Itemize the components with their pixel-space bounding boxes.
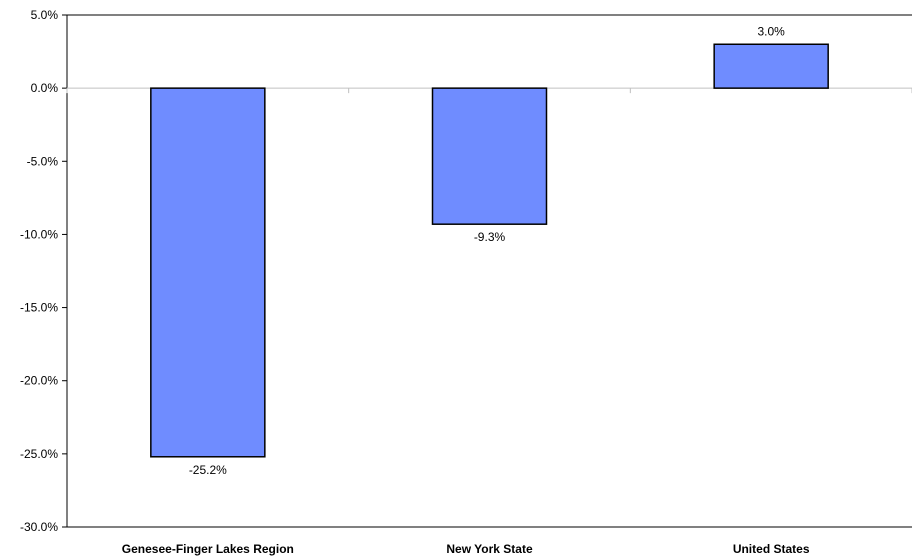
x-axis: Genesee-Finger Lakes Region New York Stat… bbox=[67, 526, 912, 556]
data-label: -9.3% bbox=[474, 230, 506, 244]
y-tick-label: -5.0% bbox=[27, 154, 59, 168]
y-tick-label: 0.0% bbox=[31, 81, 59, 95]
x-category-label: United States bbox=[733, 542, 810, 556]
y-tick-label: -10.0% bbox=[20, 227, 58, 241]
x-category-label: Genesee-Finger Lakes Region bbox=[122, 542, 294, 556]
y-axis: 5.0% 0.0% -5.0% -10.0% -15.0% -20.0% -25.0% -30… bbox=[20, 8, 912, 534]
data-label: 3.0% bbox=[757, 24, 785, 38]
y-tick-label: -20.0% bbox=[20, 374, 58, 388]
x-category-label: New York State bbox=[446, 542, 533, 556]
y-tick-label: 5.0% bbox=[31, 8, 59, 22]
y-tick-label: -15.0% bbox=[20, 301, 58, 315]
data-labels: -25.2% -9.3% 3.0% bbox=[189, 24, 785, 477]
bar bbox=[150, 87, 266, 458]
data-label: -25.2% bbox=[189, 463, 227, 477]
bars bbox=[150, 43, 829, 458]
y-tick-label: -25.0% bbox=[20, 447, 58, 461]
y-tick-label: -30.0% bbox=[20, 520, 58, 534]
bar bbox=[431, 87, 548, 225]
bar bbox=[713, 43, 829, 89]
